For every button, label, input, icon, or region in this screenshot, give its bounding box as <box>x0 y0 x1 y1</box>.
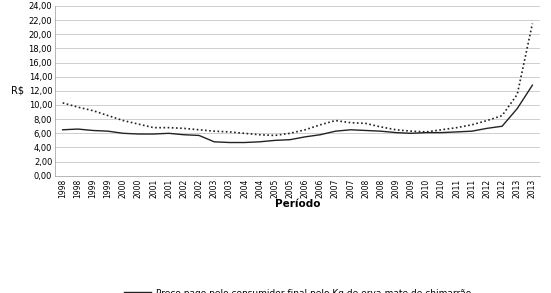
Preço pago ao produtor rural pela arroba de erva-mate <box>499 114 505 117</box>
Preço pago ao produtor rural pela arroba de erva-mate <box>514 93 521 96</box>
Preço pago pelo consumidor final pelo Kg de erva-mate de chimarrão <box>423 131 430 134</box>
Preço pago pelo consumidor final pelo Kg de erva-mate de chimarrão <box>196 134 202 137</box>
Preço pago ao produtor rural pela arroba de erva-mate <box>484 119 490 122</box>
Preço pago ao produtor rural pela arroba de erva-mate <box>438 128 445 132</box>
Preço pago ao produtor rural pela arroba de erva-mate <box>317 123 323 127</box>
Preço pago pelo consumidor final pelo Kg de erva-mate de chimarrão <box>317 133 323 137</box>
X-axis label: Período: Período <box>275 199 320 209</box>
Preço pago pelo consumidor final pelo Kg de erva-mate de chimarrão <box>408 132 414 135</box>
Preço pago ao produtor rural pela arroba de erva-mate <box>377 125 384 129</box>
Preço pago pelo consumidor final pelo Kg de erva-mate de chimarrão <box>150 132 157 136</box>
Preço pago pelo consumidor final pelo Kg de erva-mate de chimarrão <box>105 130 111 133</box>
Preço pago ao produtor rural pela arroba de erva-mate <box>393 128 399 132</box>
Line: Preço pago pelo consumidor final pelo Kg de erva-mate de chimarrão: Preço pago pelo consumidor final pelo Kg… <box>63 85 532 142</box>
Preço pago pelo consumidor final pelo Kg de erva-mate de chimarrão <box>438 131 445 134</box>
Preço pago pelo consumidor final pelo Kg de erva-mate de chimarrão <box>302 135 309 139</box>
Preço pago pelo consumidor final pelo Kg de erva-mate de chimarrão <box>90 129 96 132</box>
Preço pago pelo consumidor final pelo Kg de erva-mate de chimarrão <box>272 139 278 142</box>
Preço pago pelo consumidor final pelo Kg de erva-mate de chimarrão <box>484 127 490 130</box>
Preço pago pelo consumidor final pelo Kg de erva-mate de chimarrão <box>211 140 218 144</box>
Preço pago ao produtor rural pela arroba de erva-mate <box>120 119 127 122</box>
Preço pago pelo consumidor final pelo Kg de erva-mate de chimarrão <box>514 107 521 110</box>
Preço pago ao produtor rural pela arroba de erva-mate <box>332 119 339 122</box>
Preço pago pelo consumidor final pelo Kg de erva-mate de chimarrão <box>393 131 399 134</box>
Preço pago ao produtor rural pela arroba de erva-mate <box>181 127 187 130</box>
Preço pago ao produtor rural pela arroba de erva-mate <box>150 126 157 130</box>
Y-axis label: R$: R$ <box>11 86 24 96</box>
Preço pago ao produtor rural pela arroba de erva-mate <box>105 114 111 117</box>
Preço pago pelo consumidor final pelo Kg de erva-mate de chimarrão <box>241 141 248 144</box>
Legend: Preço pago pelo consumidor final pelo Kg de erva-mate de chimarrão, Preço pago a: Preço pago pelo consumidor final pelo Kg… <box>121 286 474 293</box>
Preço pago pelo consumidor final pelo Kg de erva-mate de chimarrão <box>468 130 475 133</box>
Preço pago pelo consumidor final pelo Kg de erva-mate de chimarrão <box>363 129 369 132</box>
Preço pago pelo consumidor final pelo Kg de erva-mate de chimarrão <box>377 130 384 133</box>
Preço pago ao produtor rural pela arroba de erva-mate <box>272 134 278 137</box>
Preço pago ao produtor rural pela arroba de erva-mate <box>287 132 293 135</box>
Preço pago ao produtor rural pela arroba de erva-mate <box>135 122 142 126</box>
Preço pago pelo consumidor final pelo Kg de erva-mate de chimarrão <box>165 132 172 135</box>
Preço pago pelo consumidor final pelo Kg de erva-mate de chimarrão <box>181 133 187 137</box>
Preço pago ao produtor rural pela arroba de erva-mate <box>74 105 81 109</box>
Preço pago ao produtor rural pela arroba de erva-mate <box>60 101 66 105</box>
Preço pago pelo consumidor final pelo Kg de erva-mate de chimarrão <box>256 140 263 144</box>
Preço pago ao produtor rural pela arroba de erva-mate <box>241 132 248 135</box>
Preço pago pelo consumidor final pelo Kg de erva-mate de chimarrão <box>74 127 81 131</box>
Preço pago pelo consumidor final pelo Kg de erva-mate de chimarrão <box>453 130 460 134</box>
Preço pago ao produtor rural pela arroba de erva-mate <box>256 133 263 137</box>
Preço pago ao produtor rural pela arroba de erva-mate <box>408 130 414 133</box>
Preço pago ao produtor rural pela arroba de erva-mate <box>211 130 218 133</box>
Preço pago ao produtor rural pela arroba de erva-mate <box>347 121 354 125</box>
Preço pago ao produtor rural pela arroba de erva-mate <box>302 128 309 132</box>
Preço pago pelo consumidor final pelo Kg de erva-mate de chimarrão <box>499 125 505 128</box>
Preço pago pelo consumidor final pelo Kg de erva-mate de chimarrão <box>135 132 142 136</box>
Preço pago pelo consumidor final pelo Kg de erva-mate de chimarrão <box>332 130 339 133</box>
Preço pago pelo consumidor final pelo Kg de erva-mate de chimarrão <box>120 132 127 135</box>
Preço pago ao produtor rural pela arroba de erva-mate <box>90 109 96 113</box>
Line: Preço pago ao produtor rural pela arroba de erva-mate: Preço pago ao produtor rural pela arroba… <box>63 23 532 135</box>
Preço pago ao produtor rural pela arroba de erva-mate <box>363 122 369 125</box>
Preço pago pelo consumidor final pelo Kg de erva-mate de chimarrão <box>287 138 293 142</box>
Preço pago ao produtor rural pela arroba de erva-mate <box>226 130 233 134</box>
Preço pago ao produtor rural pela arroba de erva-mate <box>468 123 475 127</box>
Preço pago pelo consumidor final pelo Kg de erva-mate de chimarrão <box>347 128 354 132</box>
Preço pago ao produtor rural pela arroba de erva-mate <box>453 126 460 130</box>
Preço pago pelo consumidor final pelo Kg de erva-mate de chimarrão <box>226 141 233 144</box>
Preço pago ao produtor rural pela arroba de erva-mate <box>196 128 202 132</box>
Preço pago ao produtor rural pela arroba de erva-mate <box>423 130 430 134</box>
Preço pago pelo consumidor final pelo Kg de erva-mate de chimarrão <box>60 128 66 132</box>
Preço pago pelo consumidor final pelo Kg de erva-mate de chimarrão <box>529 84 536 87</box>
Preço pago ao produtor rural pela arroba de erva-mate <box>529 22 536 25</box>
Preço pago ao produtor rural pela arroba de erva-mate <box>165 126 172 130</box>
